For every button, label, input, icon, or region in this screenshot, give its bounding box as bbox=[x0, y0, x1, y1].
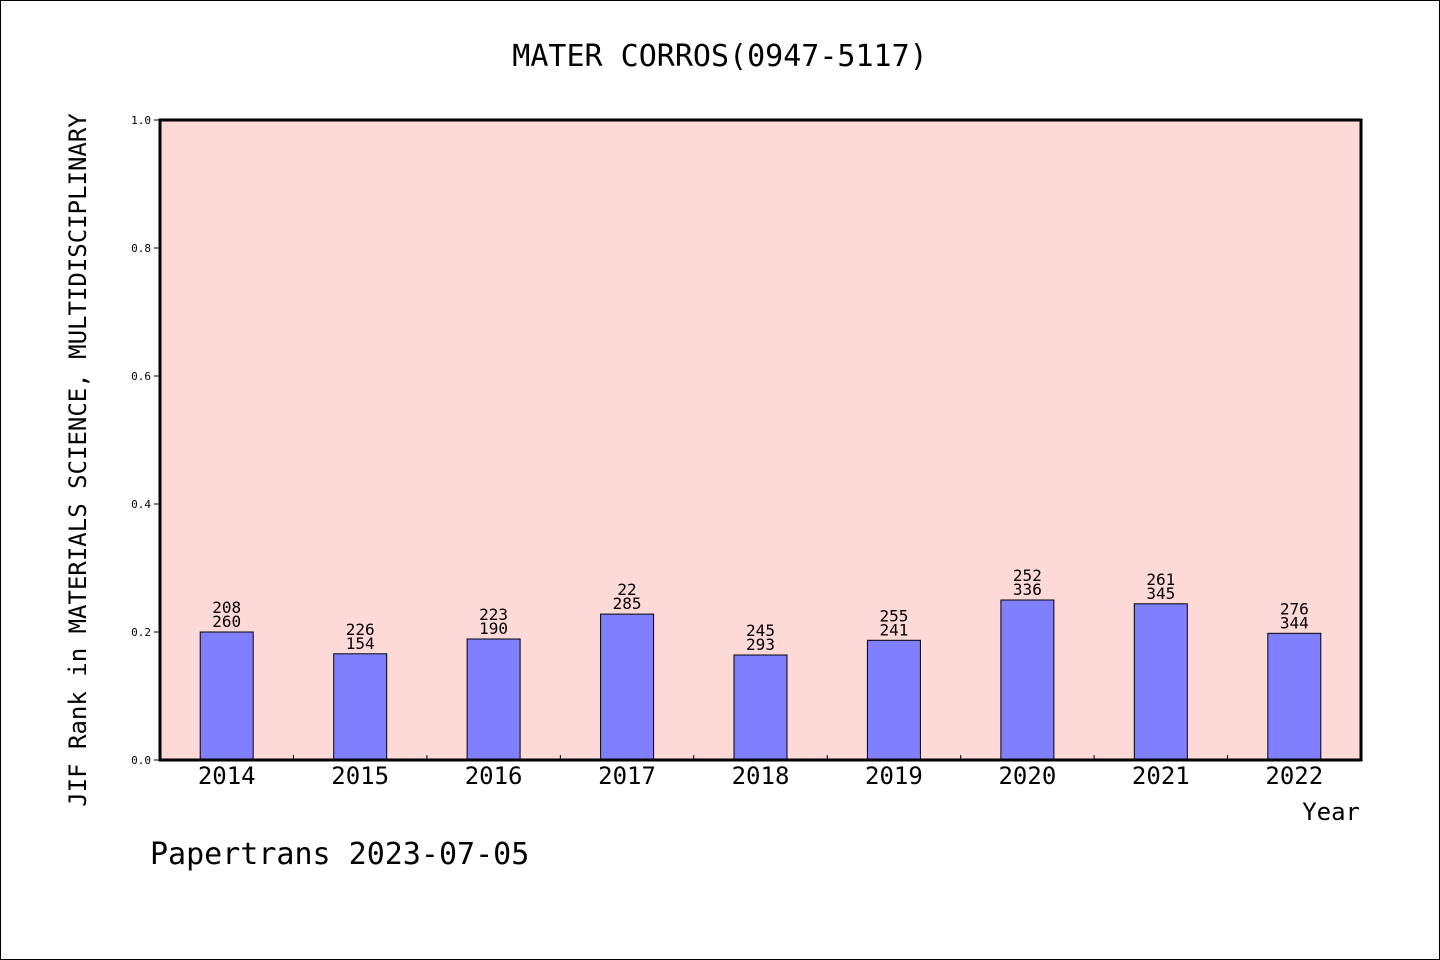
bar-2020 bbox=[1000, 599, 1055, 761]
y-tick-label-1: 0.2 bbox=[131, 626, 151, 639]
bar-2015 bbox=[333, 653, 388, 761]
bar-label-bottom-2016: 190 bbox=[479, 619, 508, 638]
bar-label-top-2021: 261 bbox=[1146, 570, 1175, 589]
x-tick-label-2021: 2021 bbox=[1132, 762, 1190, 790]
x-tick-label-2020: 2020 bbox=[998, 762, 1056, 790]
bar-2016 bbox=[466, 638, 521, 761]
y-tick-label-0: 0.0 bbox=[131, 754, 151, 767]
bar-label-top-2020: 252 bbox=[1013, 566, 1042, 585]
x-tick-label-2018: 2018 bbox=[732, 762, 790, 790]
bar-2017 bbox=[600, 613, 655, 761]
bar-2014 bbox=[199, 631, 254, 761]
y-tick-label-2: 0.4 bbox=[131, 498, 151, 511]
bar-label-top-2014: 208 bbox=[212, 598, 241, 617]
y-tick-label-4: 0.8 bbox=[131, 242, 151, 255]
chart-title: MATER CORROS(0947-5117) bbox=[512, 39, 927, 74]
y-axis-label: JIF Rank in MATERIALS SCIENCE, MULTIDISC… bbox=[64, 113, 92, 807]
bar-2018 bbox=[733, 654, 788, 761]
bar-2021 bbox=[1133, 603, 1188, 761]
bar-label-top-2017: 22 bbox=[617, 580, 636, 599]
bar-label-top-2016: 223 bbox=[479, 605, 508, 624]
x-tick-label-2014: 2014 bbox=[198, 762, 256, 790]
bar-label-bottom-2018: 293 bbox=[746, 635, 775, 654]
ticks-group: 2014 2015 2016 2017 2018 2019 2020 2021 2022 0.0 0… bbox=[131, 114, 1323, 790]
bar-label-bottom-2020: 336 bbox=[1013, 580, 1042, 599]
x-tick-label-2016: 2016 bbox=[465, 762, 523, 790]
bar-label-top-2018: 245 bbox=[746, 621, 775, 640]
y-tick-label-5: 1.0 bbox=[131, 114, 151, 127]
bar-label-bottom-2021: 345 bbox=[1146, 584, 1175, 603]
plot-border bbox=[158, 118, 1363, 762]
x-axis-label: Year bbox=[1302, 798, 1360, 826]
x-tick-label-2017: 2017 bbox=[598, 762, 656, 790]
bar-label-bottom-2022: 344 bbox=[1280, 613, 1309, 632]
x-tick-label-2019: 2019 bbox=[865, 762, 923, 790]
x-tick-label-2022: 2022 bbox=[1265, 762, 1323, 790]
bar-label-bottom-2014: 260 bbox=[212, 612, 241, 631]
bar-label-top-2022: 276 bbox=[1280, 599, 1309, 618]
bar-label-bottom-2015: 154 bbox=[346, 634, 375, 653]
x-tick-label-2015: 2015 bbox=[331, 762, 389, 790]
bar-2022 bbox=[1267, 632, 1322, 761]
bar-label-bottom-2017: 285 bbox=[613, 594, 642, 613]
bar-label-top-2015: 226 bbox=[346, 620, 375, 639]
bar-2019 bbox=[866, 639, 921, 761]
bar-label-top-2019: 255 bbox=[879, 606, 908, 625]
y-tick-label-3: 0.6 bbox=[131, 370, 151, 383]
bar-label-bottom-2019: 241 bbox=[879, 620, 908, 639]
footer-credit: Papertrans 2023-07-05 bbox=[150, 837, 529, 872]
